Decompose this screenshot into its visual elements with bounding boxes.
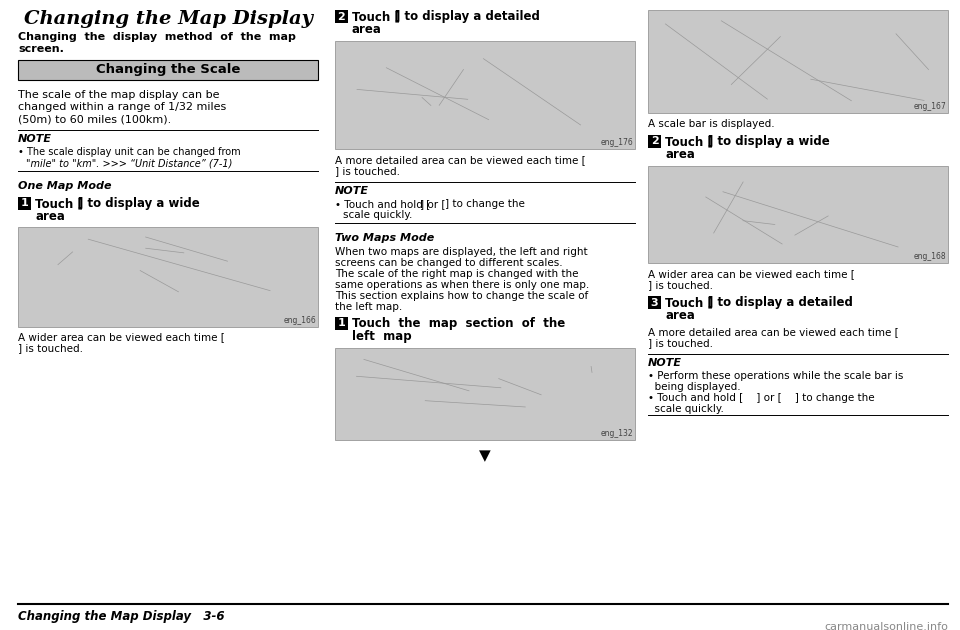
Text: ] to display a wide: ] to display a wide (78, 197, 200, 210)
Text: ] to display a detailed: ] to display a detailed (708, 296, 852, 309)
Text: screens can be changed to different scales.: screens can be changed to different scal… (335, 258, 563, 268)
Text: ] or [: ] or [ (420, 199, 445, 209)
Text: Changing  the  display  method  of  the  map: Changing the display method of the map (18, 32, 296, 42)
Text: screen.: screen. (18, 44, 64, 54)
Text: eng_176: eng_176 (600, 138, 633, 147)
Text: When two maps are displayed, the left and right: When two maps are displayed, the left an… (335, 247, 588, 257)
Bar (18, 60, 318, 80)
Text: NOTE: NOTE (648, 358, 682, 368)
Text: being displayed.: being displayed. (648, 382, 740, 392)
Text: ] to display a detailed: ] to display a detailed (395, 10, 540, 23)
Text: eng_132: eng_132 (600, 429, 633, 438)
Text: A more detailed area can be viewed each time [: A more detailed area can be viewed each … (648, 327, 899, 337)
Text: ] to change the: ] to change the (445, 199, 525, 209)
Bar (648, 10, 948, 113)
Text: carmanualsonline.info: carmanualsonline.info (824, 622, 948, 630)
Text: • Touch and hold [: • Touch and hold [ (335, 199, 430, 209)
Text: ] is touched.: ] is touched. (18, 343, 83, 353)
Text: Touch [: Touch [ (35, 197, 83, 210)
Text: A scale bar is displayed.: A scale bar is displayed. (648, 119, 775, 129)
Text: area: area (35, 210, 65, 223)
Text: Changing the Map Display: Changing the Map Display (23, 10, 313, 28)
Text: Two Maps Mode: Two Maps Mode (335, 233, 434, 243)
Text: ] is touched.: ] is touched. (335, 166, 400, 176)
Text: changed within a range of 1/32 miles: changed within a range of 1/32 miles (18, 102, 227, 112)
Bar (648, 166, 948, 263)
Text: scale quickly.: scale quickly. (648, 404, 724, 414)
Text: • The scale display unit can be changed from: • The scale display unit can be changed … (18, 147, 241, 157)
Text: Changing the Scale: Changing the Scale (96, 64, 240, 76)
Text: 2: 2 (338, 11, 346, 21)
Text: NOTE: NOTE (335, 186, 369, 196)
Bar (648, 296, 661, 309)
Text: scale quickly.: scale quickly. (343, 210, 413, 220)
Text: (50m) to 60 miles (100km).: (50m) to 60 miles (100km). (18, 114, 171, 124)
Text: eng_167: eng_167 (913, 102, 946, 111)
Text: A wider area can be viewed each time [: A wider area can be viewed each time [ (18, 332, 225, 342)
Text: ] is touched.: ] is touched. (648, 280, 713, 290)
Bar (335, 10, 348, 23)
Text: • Perform these operations while the scale bar is: • Perform these operations while the sca… (648, 371, 903, 381)
Text: ] is touched.: ] is touched. (648, 338, 713, 348)
Text: This section explains how to change the scale of: This section explains how to change the … (335, 291, 588, 301)
Bar (18, 227, 318, 327)
Text: The scale of the right map is changed with the: The scale of the right map is changed wi… (335, 269, 579, 279)
Text: eng_166: eng_166 (283, 316, 316, 325)
Text: area: area (665, 309, 695, 322)
Text: same operations as when there is only one map.: same operations as when there is only on… (335, 280, 589, 290)
Text: A more detailed area can be viewed each time [: A more detailed area can be viewed each … (335, 155, 586, 165)
Bar (18, 197, 31, 210)
Bar (335, 317, 348, 330)
Text: Touch [: Touch [ (665, 296, 712, 309)
Text: 3: 3 (651, 297, 659, 307)
Text: eng_168: eng_168 (913, 252, 946, 261)
Text: 1: 1 (20, 198, 29, 209)
Text: ▼: ▼ (479, 448, 491, 463)
Text: ] to display a wide: ] to display a wide (708, 135, 829, 148)
Text: The scale of the map display can be: The scale of the map display can be (18, 90, 220, 100)
Text: area: area (665, 148, 695, 161)
Text: Changing the Map Display   3-6: Changing the Map Display 3-6 (18, 610, 225, 623)
Text: the left map.: the left map. (335, 302, 402, 312)
Text: • Touch and hold [    ] or [    ] to change the: • Touch and hold [ ] or [ ] to change th… (648, 393, 875, 403)
Bar (335, 348, 635, 440)
Bar (648, 135, 661, 148)
Text: NOTE: NOTE (18, 134, 52, 144)
Bar (335, 41, 635, 149)
Text: area: area (352, 23, 382, 36)
Text: "mile" to "km". >>> “Unit Distance” (7-1): "mile" to "km". >>> “Unit Distance” (7-1… (26, 158, 232, 168)
Text: 2: 2 (651, 137, 659, 147)
Text: Touch  the  map  section  of  the: Touch the map section of the (352, 317, 565, 330)
Text: left  map: left map (352, 330, 412, 343)
Text: A wider area can be viewed each time [: A wider area can be viewed each time [ (648, 269, 854, 279)
Text: 1: 1 (338, 319, 346, 328)
Text: Touch [: Touch [ (665, 135, 712, 148)
Text: One Map Mode: One Map Mode (18, 181, 111, 191)
Text: Touch [: Touch [ (352, 10, 399, 23)
